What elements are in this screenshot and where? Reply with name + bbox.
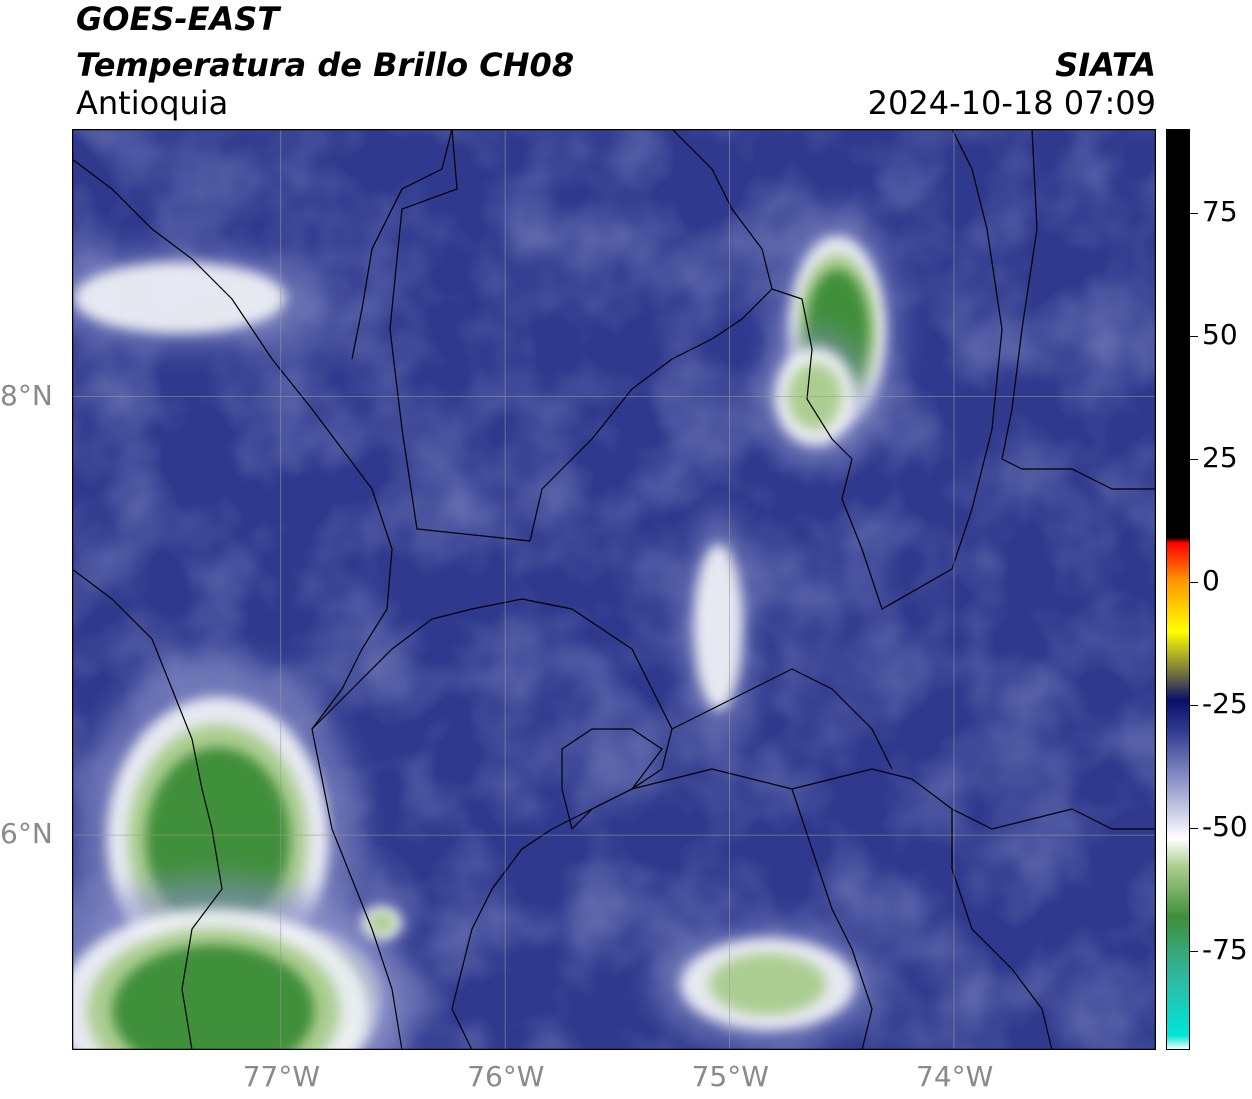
- product-title: Temperatura de Brillo CH08: [76, 46, 575, 84]
- brightness-temperature-map: [72, 129, 1156, 1050]
- admin-border-line: [771, 129, 1003, 610]
- cloud-feature: [73, 262, 286, 334]
- coast-line: [72, 158, 403, 1050]
- admin-border-line: [671, 668, 893, 770]
- colorbar-tick-mark: [1190, 705, 1198, 707]
- admin-border-line: [351, 129, 453, 360]
- lon-tick-label: 74°W: [916, 1060, 994, 1093]
- organization-label: SIATA: [1055, 46, 1156, 84]
- colorbar-tick-mark: [1190, 458, 1198, 460]
- borders-layer: [72, 129, 1156, 1050]
- lat-tick-label: 8°N: [0, 378, 53, 412]
- admin-border-line: [529, 129, 773, 542]
- lon-tick-label: 75°W: [691, 1060, 769, 1093]
- colorbar-tick-mark: [1190, 951, 1198, 953]
- admin-border-line: [791, 788, 873, 1050]
- colorbar-tick-label: -75: [1202, 933, 1248, 967]
- lat-tick-label: 6°N: [0, 817, 53, 851]
- map-frame: [72, 129, 1156, 1050]
- admin-border-line: [311, 598, 673, 1050]
- cloud-feature: [709, 953, 827, 1015]
- satellite-title: GOES-EAST: [76, 0, 280, 38]
- admin-border-line: [72, 568, 223, 1050]
- colorbar-tick-mark: [1190, 335, 1198, 337]
- colorbar-tick-label: 75: [1202, 194, 1238, 228]
- colorbar-tick-label: 25: [1202, 440, 1238, 474]
- colorbar-tick-label: 0: [1202, 564, 1220, 598]
- cloud-feature: [112, 944, 315, 1050]
- datetime-label: 2024-10-18 07:09: [867, 84, 1156, 122]
- cloud-feature: [368, 911, 396, 934]
- admin-border-line: [561, 728, 663, 831]
- admin-border-line: [1001, 129, 1156, 490]
- admin-border-line: [951, 809, 1053, 1050]
- lon-tick-label: 76°W: [467, 1060, 545, 1093]
- cloud-features-layer: [72, 207, 901, 1050]
- colorbar-tick-mark: [1190, 582, 1198, 584]
- colorbar: [1166, 129, 1190, 1050]
- colorbar-gradient: [1166, 129, 1190, 1050]
- colorbar-tick-label: 50: [1202, 317, 1238, 351]
- colorbar-frame: [1166, 129, 1190, 1050]
- region-subtitle: Antioquia: [76, 84, 229, 122]
- colorbar-tick-mark: [1190, 828, 1198, 830]
- lon-tick-label: 77°W: [242, 1060, 321, 1093]
- colorbar-tick-label: -25: [1202, 687, 1248, 721]
- colorbar-tick-label: -50: [1202, 810, 1248, 844]
- admin-border-line: [389, 129, 531, 542]
- cloud-feature: [694, 543, 743, 710]
- colorbar-tick-mark: [1190, 212, 1198, 214]
- graticule: [72, 129, 1156, 1050]
- admin-border-line: [631, 768, 1156, 830]
